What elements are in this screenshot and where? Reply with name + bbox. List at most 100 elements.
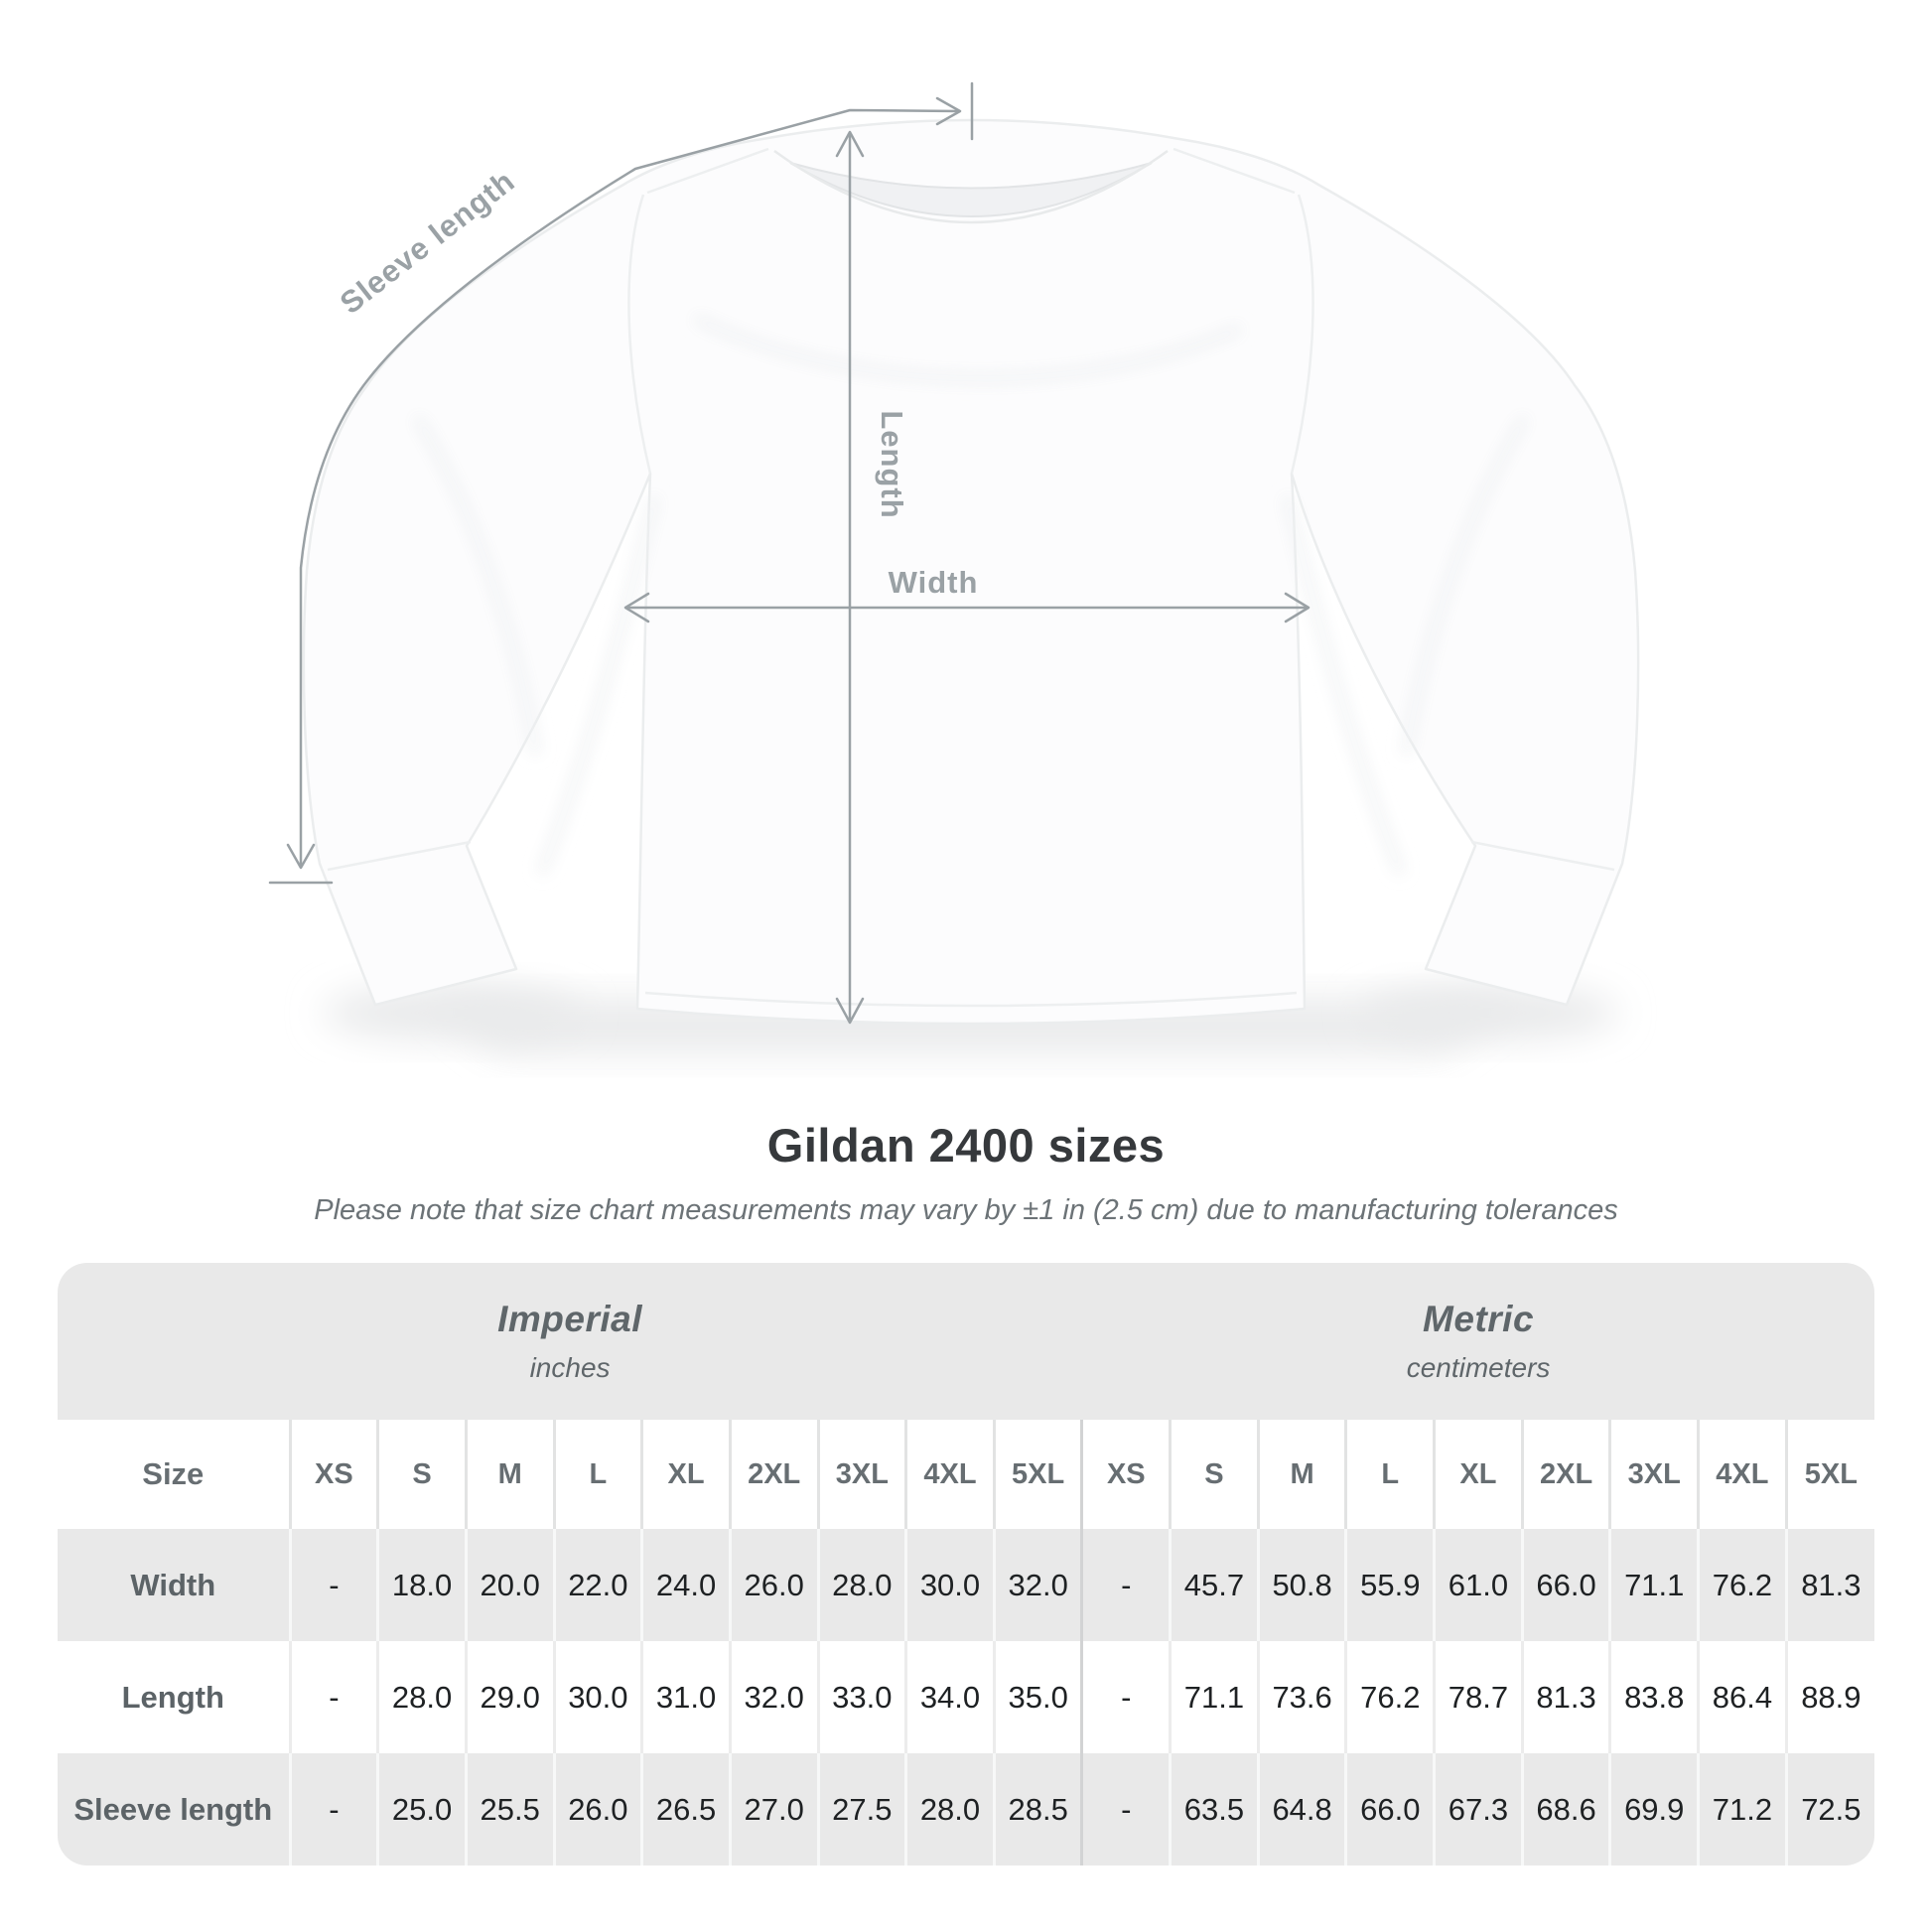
right-cuff-shadow [1360,985,1618,1040]
sleeve-length-line [299,108,961,868]
col-header-metric-3xl: 3XL [1608,1420,1699,1529]
cell-imperial-3xl-sleeve-length: 27.5 [816,1753,906,1865]
size-table-body: Width -18.0 20.0 22.0 24.0 26.0 28.0 30.0 32.0-4… [58,1529,1874,1865]
cell-imperial-xl-width: 24.0 [640,1529,731,1641]
cell-imperial-4xl-width: 30.0 [904,1529,995,1641]
col-header-imperial-xl: XL [640,1420,731,1529]
cell-metric-4xl-length: 86.4 [1697,1641,1787,1753]
cell-metric-s-sleeve-length: 63.5 [1169,1753,1259,1865]
cell-imperial-xs-sleeve-length: - [288,1753,378,1865]
table-row-length: Length -28.0 29.0 30.0 31.0 32.0 33.0 34.0 35.0-… [58,1641,1874,1753]
col-header-metric-2xl: 2XL [1520,1420,1610,1529]
col-header-metric-5xl: 5XL [1784,1420,1874,1529]
seam-lines [327,147,1615,1008]
col-header-imperial-3xl: 3XL [816,1420,906,1529]
cell-metric-xs-sleeve-length: - [1080,1753,1171,1865]
cell-metric-l-width: 55.9 [1344,1529,1435,1641]
shirt-outline [302,118,1640,1026]
cell-imperial-4xl-sleeve-length: 28.0 [904,1753,995,1865]
cell-metric-5xl-sleeve-length: 72.5 [1784,1753,1874,1865]
cell-imperial-s-length: 28.0 [376,1641,467,1753]
col-header-metric-m: M [1256,1420,1346,1529]
col-header-imperial-xs: XS [288,1420,378,1529]
col-header-imperial-m: M [464,1420,555,1529]
cell-metric-5xl-width: 81.3 [1784,1529,1874,1641]
cell-imperial-l-width: 22.0 [552,1529,642,1641]
cell-metric-l-sleeve-length: 66.0 [1344,1753,1435,1865]
cell-imperial-xl-sleeve-length: 26.5 [640,1753,731,1865]
cell-imperial-5xl-sleeve-length: 28.5 [992,1753,1082,1865]
col-header-imperial-2xl: 2XL [728,1420,818,1529]
col-header-metric-l: L [1344,1420,1435,1529]
col-header-imperial-s: S [376,1420,467,1529]
shirt-diagram: Sleeve length Length Width [268,81,1640,1054]
length-label: Length [875,410,909,518]
col-header-imperial-4xl: 4XL [904,1420,995,1529]
size-table-header-row: Size XS S M L XL 2XL 3XL 4XL 5XL XS S M L XL 2XL 3XL 4XL 5… [58,1420,1874,1529]
cell-metric-4xl-width: 76.2 [1697,1529,1787,1641]
table-row-sleeve-length: Sleeve length -25.0 25.5 26.0 26.5 27.0 27.5 28… [58,1753,1874,1865]
metric-section-header: Metric centimeters [1082,1263,1874,1420]
table-row-width: Width -18.0 20.0 22.0 24.0 26.0 28.0 30.0 32.0-4… [58,1529,1874,1641]
cell-imperial-l-length: 30.0 [552,1641,642,1753]
cell-imperial-xl-length: 31.0 [640,1641,731,1753]
metric-label: Metric [1423,1299,1535,1339]
cell-metric-3xl-sleeve-length: 69.9 [1608,1753,1699,1865]
fabric-creases [413,313,1529,876]
row-label-width: Width [130,1567,216,1602]
size-chart-card: Imperial inches Metric centimeters Size X… [58,1263,1874,1865]
cell-metric-s-width: 45.7 [1169,1529,1259,1641]
sleeve-length-arrow-down-icon [286,843,316,870]
size-table: Size XS S M L XL 2XL 3XL 4XL 5XL XS S M L XL 2XL 3XL 4XL 5… [58,1420,1874,1865]
cell-metric-4xl-sleeve-length: 71.2 [1697,1753,1787,1865]
left-cuff-shadow [323,985,581,1040]
cell-metric-2xl-sleeve-length: 68.6 [1520,1753,1610,1865]
cell-metric-m-width: 50.8 [1256,1529,1346,1641]
size-table-head: Size XS S M L XL 2XL 3XL 4XL 5XL XS S M L XL 2XL 3XL 4XL 5… [58,1420,1874,1529]
width-label: Width [889,565,979,600]
cell-imperial-5xl-length: 35.0 [992,1641,1082,1753]
unit-band: Imperial inches Metric centimeters [58,1263,1874,1420]
row-label-sleeve-length: Sleeve length [73,1791,273,1827]
imperial-label: Imperial [497,1299,642,1339]
cell-imperial-2xl-width: 26.0 [728,1529,818,1641]
measurement-lines [268,81,1311,1025]
cell-imperial-m-width: 20.0 [464,1529,555,1641]
sleeve-length-arrow-right-icon [935,96,962,126]
cell-metric-xs-length: - [1080,1641,1171,1753]
col-header-metric-s: S [1169,1420,1259,1529]
imperial-unit-label: inches [529,1352,611,1383]
cell-imperial-xs-width: - [288,1529,378,1641]
cell-imperial-2xl-length: 32.0 [728,1641,818,1753]
page-title: Gildan 2400 sizes [766,1119,1166,1172]
cell-metric-2xl-width: 66.0 [1520,1529,1610,1641]
collar-band-seam [773,149,1169,224]
col-header-metric-xl: XL [1433,1420,1523,1529]
cell-imperial-s-width: 18.0 [376,1529,467,1641]
col-header-size: Size [142,1456,205,1491]
cell-metric-xl-sleeve-length: 67.3 [1433,1753,1523,1865]
imperial-section-header: Imperial inches [58,1263,1082,1420]
cell-imperial-2xl-sleeve-length: 27.0 [728,1753,818,1865]
cell-metric-xl-length: 78.7 [1433,1641,1523,1753]
cell-imperial-m-length: 29.0 [464,1641,555,1753]
cell-imperial-m-sleeve-length: 25.5 [464,1753,555,1865]
width-arrow-right-icon [1284,592,1311,623]
length-arrow-down-icon [835,997,865,1025]
metric-unit-label: centimeters [1406,1352,1551,1383]
cell-metric-5xl-length: 88.9 [1784,1641,1874,1753]
cell-imperial-3xl-length: 33.0 [816,1641,906,1753]
row-label-length: Length [121,1679,224,1715]
cell-imperial-3xl-width: 28.0 [816,1529,906,1641]
col-header-imperial-5xl: 5XL [992,1420,1082,1529]
cell-imperial-l-sleeve-length: 26.0 [552,1753,642,1865]
cell-metric-3xl-length: 83.8 [1608,1641,1699,1753]
cell-metric-xs-width: - [1080,1529,1171,1641]
cell-metric-3xl-width: 71.1 [1608,1529,1699,1641]
cell-imperial-xs-length: - [288,1641,378,1753]
cell-imperial-5xl-width: 32.0 [992,1529,1082,1641]
col-header-metric-xs: XS [1080,1420,1171,1529]
cell-imperial-4xl-length: 34.0 [904,1641,995,1753]
length-arrow-up-icon [835,130,865,158]
